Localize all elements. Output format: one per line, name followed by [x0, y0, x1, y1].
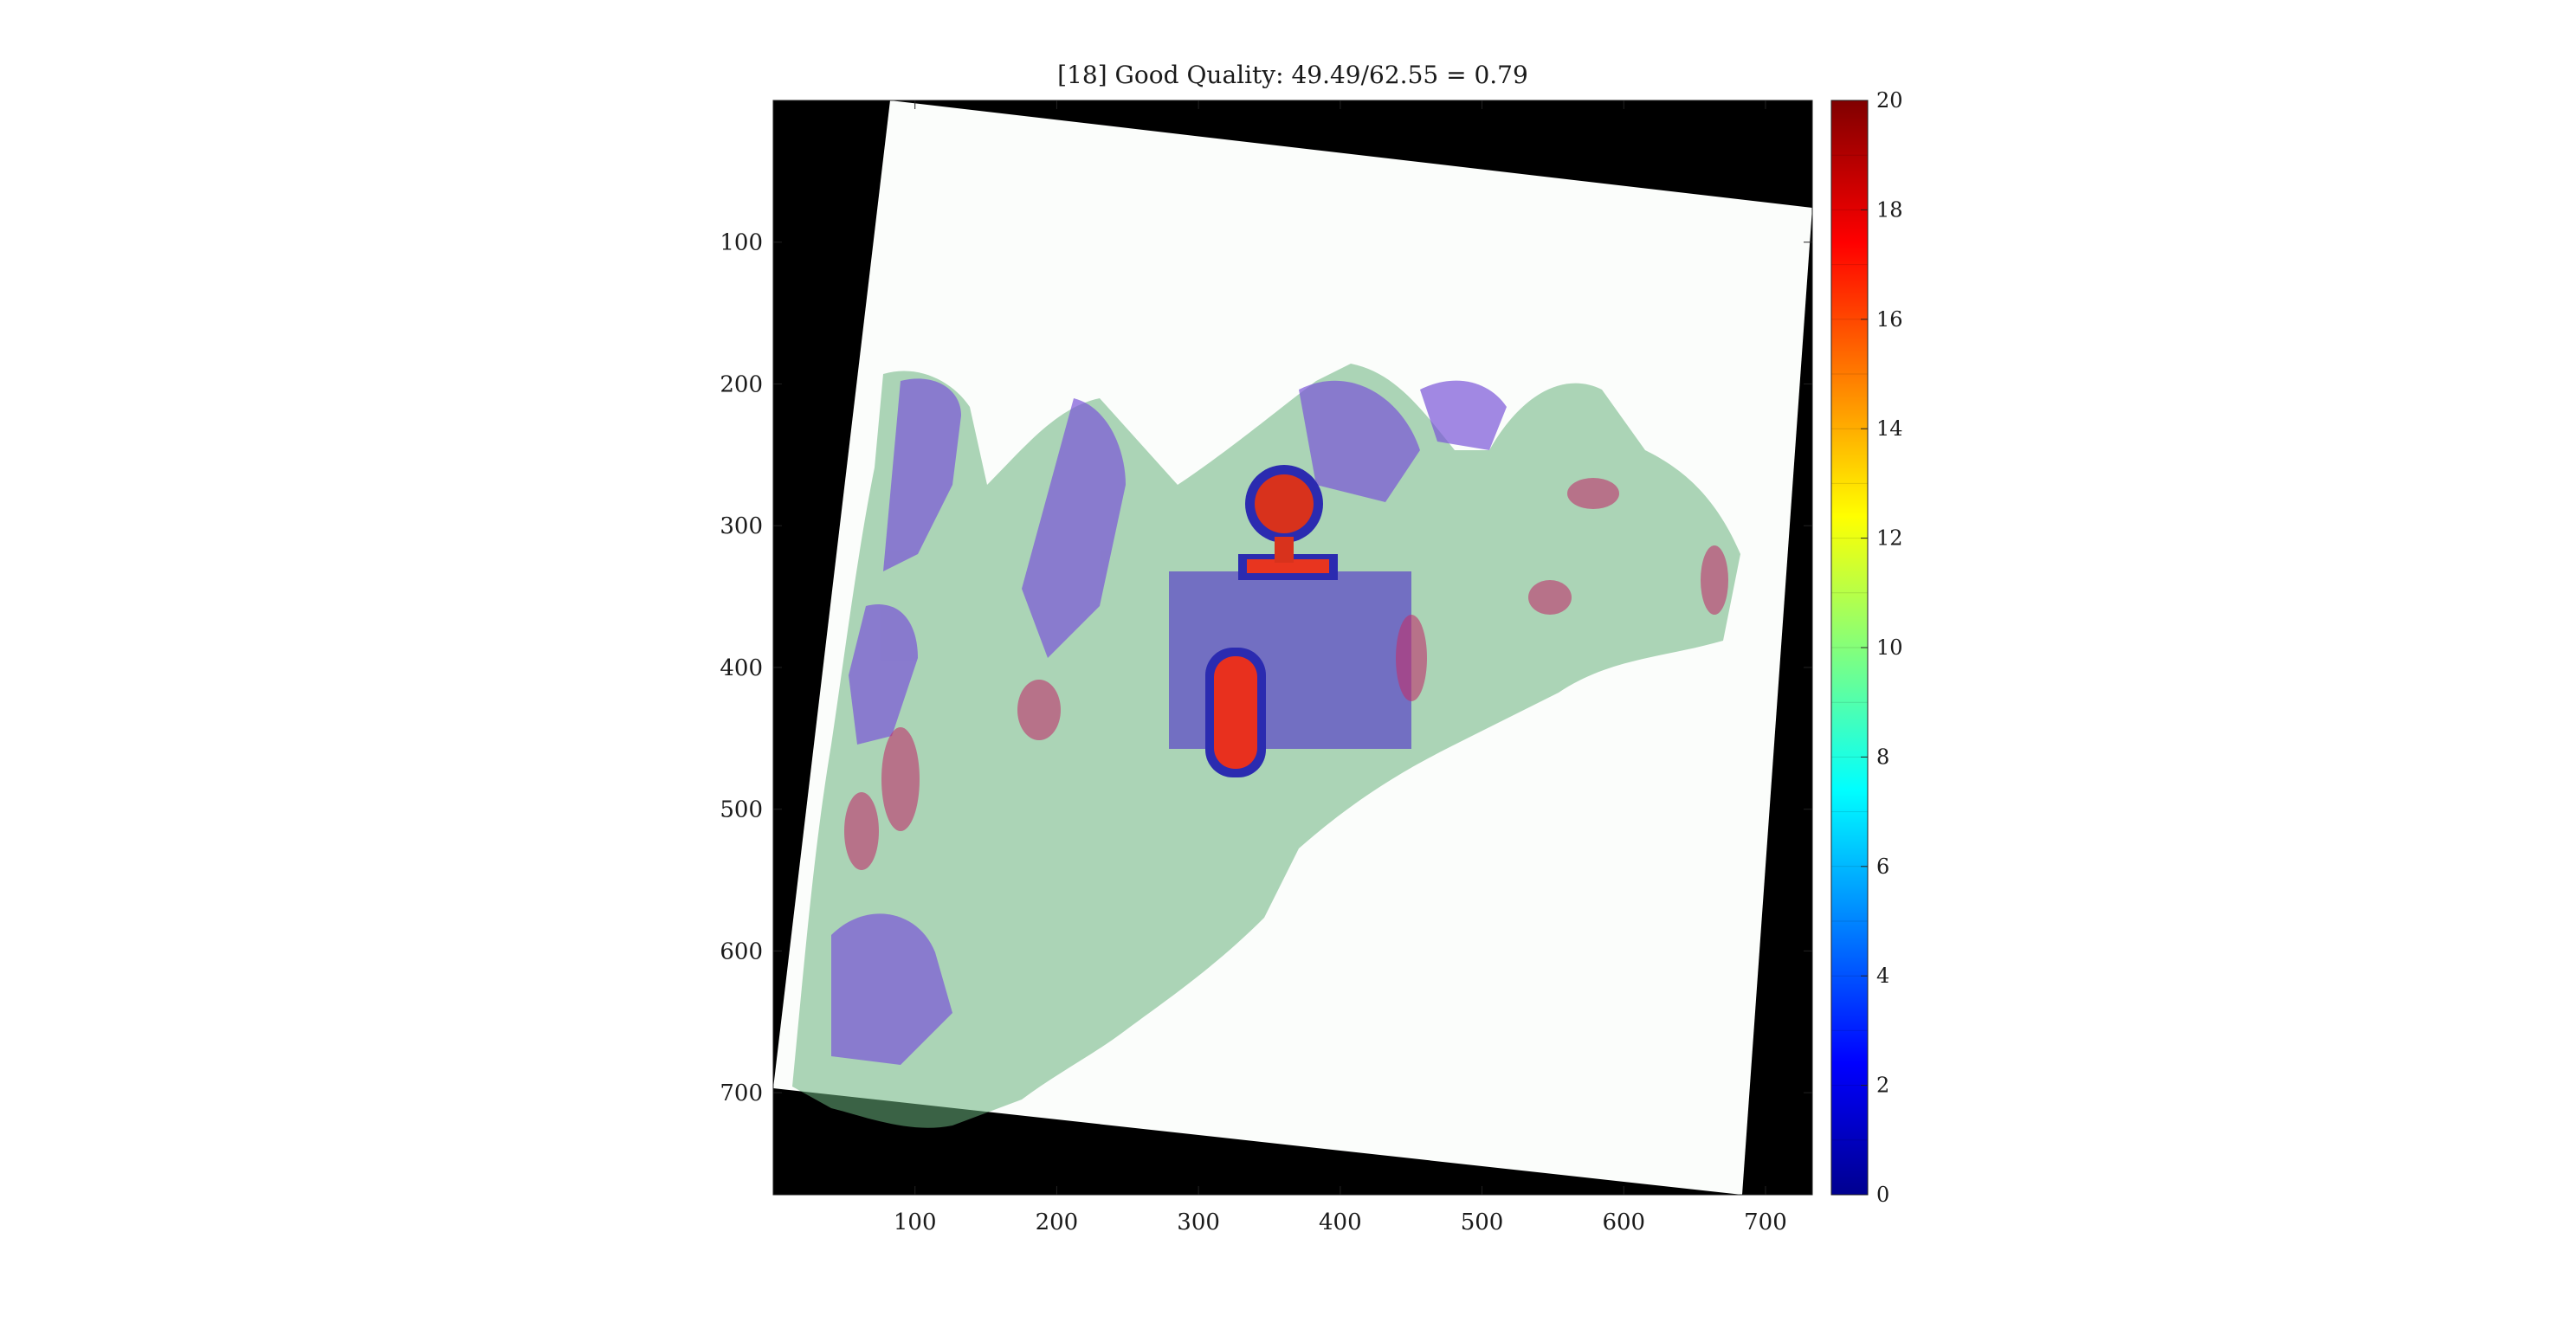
x-tick-label: 400 — [1319, 1209, 1362, 1235]
colorbar-tick-label: 0 — [1876, 1183, 1889, 1207]
hotspot-elongated — [1205, 648, 1266, 777]
y-tick-label: 700 — [720, 1080, 763, 1106]
y-tick-label: 400 — [720, 655, 763, 681]
x-tick-label: 500 — [1461, 1209, 1504, 1235]
x-tick-label: 100 — [894, 1209, 937, 1235]
colorbar-tick-label: 2 — [1876, 1074, 1889, 1098]
plot-frame — [772, 100, 1813, 1196]
chart-title: [18] Good Quality: 49.49/62.55 = 0.79 — [1057, 61, 1528, 89]
x-tick-label: 200 — [1036, 1209, 1079, 1235]
colorbar: 0 2 4 6 8 10 12 14 16 18 20 — [1830, 88, 1903, 1207]
x-tick-label: 300 — [1177, 1209, 1220, 1235]
colorbar-tick-label: 14 — [1876, 416, 1903, 441]
colorbar-tick-label: 18 — [1876, 197, 1903, 222]
plot-area — [773, 100, 1812, 1195]
colorbar-tick-label: 16 — [1876, 307, 1903, 332]
hotspot-round — [1238, 465, 1338, 580]
x-tick-label: 700 — [1744, 1209, 1787, 1235]
y-tick-label: 600 — [720, 938, 763, 964]
y-tick-label: 500 — [720, 797, 763, 823]
x-tick-label: 600 — [1602, 1209, 1645, 1235]
colorbar-tick-label: 4 — [1876, 964, 1889, 988]
magenta-glands — [844, 478, 1728, 870]
y-tick-label: 100 — [720, 230, 763, 256]
y-tick-label: 300 — [720, 513, 763, 539]
colorbar-tick-label: 8 — [1876, 745, 1889, 769]
colorbar-tick-label: 10 — [1876, 635, 1903, 660]
colorbar-ticks: 0 2 4 6 8 10 12 14 16 18 20 — [1861, 88, 1903, 1207]
colorbar-tick-label: 12 — [1876, 526, 1903, 551]
y-axis: 100 200 300 400 500 600 700 — [720, 230, 1812, 1106]
colorbar-tick-label: 6 — [1876, 855, 1889, 879]
x-axis: 100 200 300 400 500 600 700 — [894, 100, 1787, 1235]
colorbar-tick-label: 20 — [1876, 88, 1903, 113]
purple-overlay — [831, 378, 1507, 1065]
y-tick-label: 200 — [720, 371, 763, 397]
